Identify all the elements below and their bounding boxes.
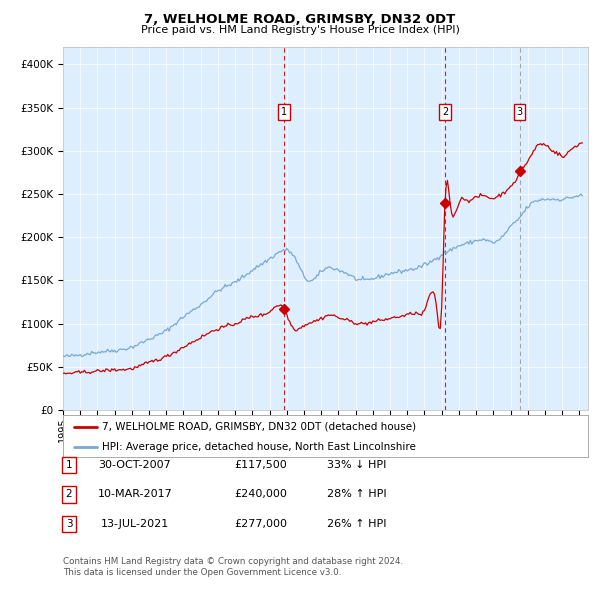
Text: 2: 2 xyxy=(65,490,73,499)
Text: £240,000: £240,000 xyxy=(235,490,287,499)
Text: 3: 3 xyxy=(65,519,73,529)
Text: 3: 3 xyxy=(517,107,523,117)
Text: 10-MAR-2017: 10-MAR-2017 xyxy=(98,490,172,499)
Text: 7, WELHOLME ROAD, GRIMSBY, DN32 0DT: 7, WELHOLME ROAD, GRIMSBY, DN32 0DT xyxy=(145,13,455,26)
Text: 1: 1 xyxy=(281,107,287,117)
Text: 2: 2 xyxy=(442,107,448,117)
Text: 33% ↓ HPI: 33% ↓ HPI xyxy=(328,460,386,470)
Text: 13-JUL-2021: 13-JUL-2021 xyxy=(101,519,169,529)
Text: This data is licensed under the Open Government Licence v3.0.: This data is licensed under the Open Gov… xyxy=(63,568,341,577)
Text: Price paid vs. HM Land Registry's House Price Index (HPI): Price paid vs. HM Land Registry's House … xyxy=(140,25,460,35)
Text: £277,000: £277,000 xyxy=(235,519,287,529)
Text: 28% ↑ HPI: 28% ↑ HPI xyxy=(327,490,387,499)
Text: 30-OCT-2007: 30-OCT-2007 xyxy=(98,460,172,470)
Text: 1: 1 xyxy=(65,460,73,470)
Text: 26% ↑ HPI: 26% ↑ HPI xyxy=(327,519,387,529)
Text: HPI: Average price, detached house, North East Lincolnshire: HPI: Average price, detached house, Nort… xyxy=(103,442,416,452)
Text: 7, WELHOLME ROAD, GRIMSBY, DN32 0DT (detached house): 7, WELHOLME ROAD, GRIMSBY, DN32 0DT (det… xyxy=(103,422,416,432)
Text: £117,500: £117,500 xyxy=(235,460,287,470)
Text: Contains HM Land Registry data © Crown copyright and database right 2024.: Contains HM Land Registry data © Crown c… xyxy=(63,558,403,566)
